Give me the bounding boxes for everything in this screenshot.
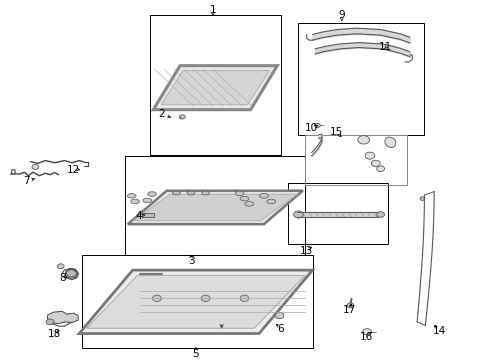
Circle shape	[32, 165, 39, 170]
Circle shape	[66, 270, 76, 277]
Ellipse shape	[147, 192, 156, 196]
Circle shape	[376, 166, 384, 171]
Circle shape	[240, 295, 248, 301]
Bar	[81, 255, 312, 348]
Ellipse shape	[130, 199, 139, 204]
Ellipse shape	[259, 194, 268, 198]
Text: 10: 10	[305, 123, 318, 133]
Circle shape	[371, 160, 379, 167]
Polygon shape	[161, 71, 269, 105]
Text: 3: 3	[187, 256, 194, 266]
Text: 18: 18	[48, 329, 61, 339]
Ellipse shape	[235, 191, 244, 195]
Ellipse shape	[201, 191, 209, 195]
Text: 13: 13	[300, 246, 313, 256]
Circle shape	[57, 264, 64, 269]
Polygon shape	[127, 191, 302, 224]
Bar	[297, 23, 424, 135]
Circle shape	[365, 152, 374, 159]
Bar	[305, 135, 407, 185]
Circle shape	[357, 136, 369, 144]
Bar	[287, 183, 387, 244]
Circle shape	[275, 312, 284, 319]
Text: 8: 8	[59, 273, 65, 283]
Polygon shape	[47, 311, 78, 324]
Ellipse shape	[240, 196, 248, 201]
Text: 6: 6	[277, 324, 284, 334]
Text: 5: 5	[192, 348, 199, 359]
Bar	[125, 156, 305, 255]
Circle shape	[201, 295, 209, 301]
Text: 14: 14	[431, 326, 445, 336]
Text: 11: 11	[378, 42, 391, 52]
Ellipse shape	[172, 191, 180, 195]
Text: 7: 7	[23, 176, 30, 186]
Circle shape	[46, 319, 54, 325]
Text: 16: 16	[359, 332, 372, 342]
Text: 2: 2	[158, 109, 165, 119]
Text: 4: 4	[135, 211, 142, 221]
Ellipse shape	[266, 199, 275, 204]
Bar	[149, 15, 281, 154]
Circle shape	[314, 123, 320, 127]
Polygon shape	[86, 275, 305, 328]
Circle shape	[293, 211, 303, 218]
Circle shape	[346, 303, 353, 308]
Circle shape	[376, 212, 384, 217]
Ellipse shape	[142, 198, 151, 203]
Circle shape	[419, 197, 424, 201]
Polygon shape	[153, 66, 277, 110]
Text: 15: 15	[329, 127, 343, 138]
Polygon shape	[133, 194, 297, 221]
Ellipse shape	[127, 194, 136, 198]
Polygon shape	[79, 270, 312, 333]
Circle shape	[179, 115, 185, 119]
Circle shape	[152, 295, 161, 301]
Ellipse shape	[384, 137, 395, 148]
Polygon shape	[65, 268, 78, 278]
Ellipse shape	[187, 191, 195, 195]
Text: 12: 12	[66, 166, 80, 175]
Bar	[142, 213, 154, 217]
Circle shape	[362, 329, 371, 335]
Text: 9: 9	[338, 10, 345, 21]
Text: 1: 1	[209, 5, 216, 15]
Ellipse shape	[244, 202, 253, 206]
Text: 17: 17	[342, 305, 355, 315]
